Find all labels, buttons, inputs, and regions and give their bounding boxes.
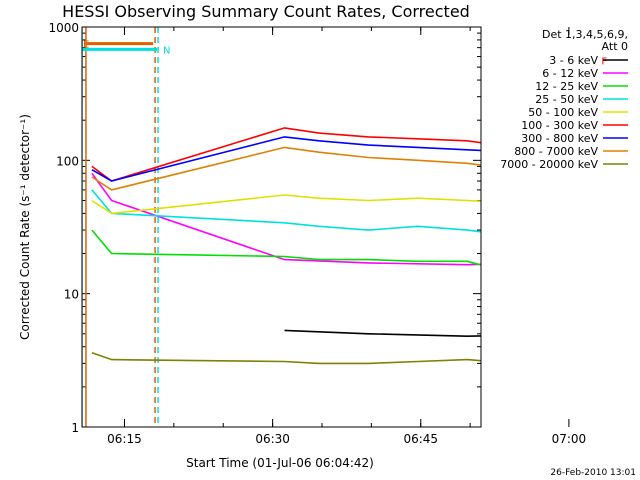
x-tick-label: 06:30 <box>255 432 290 446</box>
legend-entry-label: 800 - 7000 keV <box>514 145 598 158</box>
x-axis-label: Start Time (01-Jul-06 06:04:42) <box>186 456 374 470</box>
series-line <box>91 352 481 365</box>
x-tick-label: 06:15 <box>107 432 142 446</box>
x-tick-label: 06:45 <box>403 432 438 446</box>
flag-label: F <box>601 57 607 68</box>
series-line <box>91 127 481 182</box>
legend-entry-label: 3 - 6 keV <box>549 54 598 67</box>
y-tick-label: 1000 <box>48 21 79 35</box>
legend-header: Att 0 <box>602 40 628 53</box>
y-tick-label: 10 <box>64 288 79 302</box>
y-tick-label: 1 <box>71 421 79 435</box>
flag-label: E <box>83 40 89 51</box>
y-axis-label: Corrected Count Rate (s⁻¹ detector⁻¹) <box>18 114 32 340</box>
flag-label: N <box>163 45 170 56</box>
plot-frame <box>81 26 482 428</box>
legend-entry-label: 12 - 25 keV <box>535 80 598 93</box>
series-line <box>91 194 481 215</box>
footer-timestamp: 26-Feb-2010 13:01 <box>550 468 636 478</box>
y-tick-label: 100 <box>56 154 79 168</box>
series-line <box>91 229 481 266</box>
legend-entry-label: 25 - 50 keV <box>535 93 598 106</box>
legend-entry-label: 300 - 800 keV <box>521 132 598 145</box>
legend-entry-label: 50 - 100 keV <box>528 106 598 119</box>
series-line <box>91 189 481 233</box>
legend-entry-label: 6 - 12 keV <box>542 67 598 80</box>
legend-entry-label: 7000 - 20000 keV <box>500 158 598 171</box>
legend-entry-label: 100 - 300 keV <box>521 119 598 132</box>
series-line <box>91 136 481 182</box>
legend-header: Det 1,3,4,5,6,9, <box>542 28 628 41</box>
series-line <box>91 146 481 191</box>
series-line <box>91 172 481 266</box>
chart-title: HESSI Observing Summary Count Rates, Cor… <box>62 2 470 21</box>
x-tick-label: 07:00 <box>552 432 587 446</box>
